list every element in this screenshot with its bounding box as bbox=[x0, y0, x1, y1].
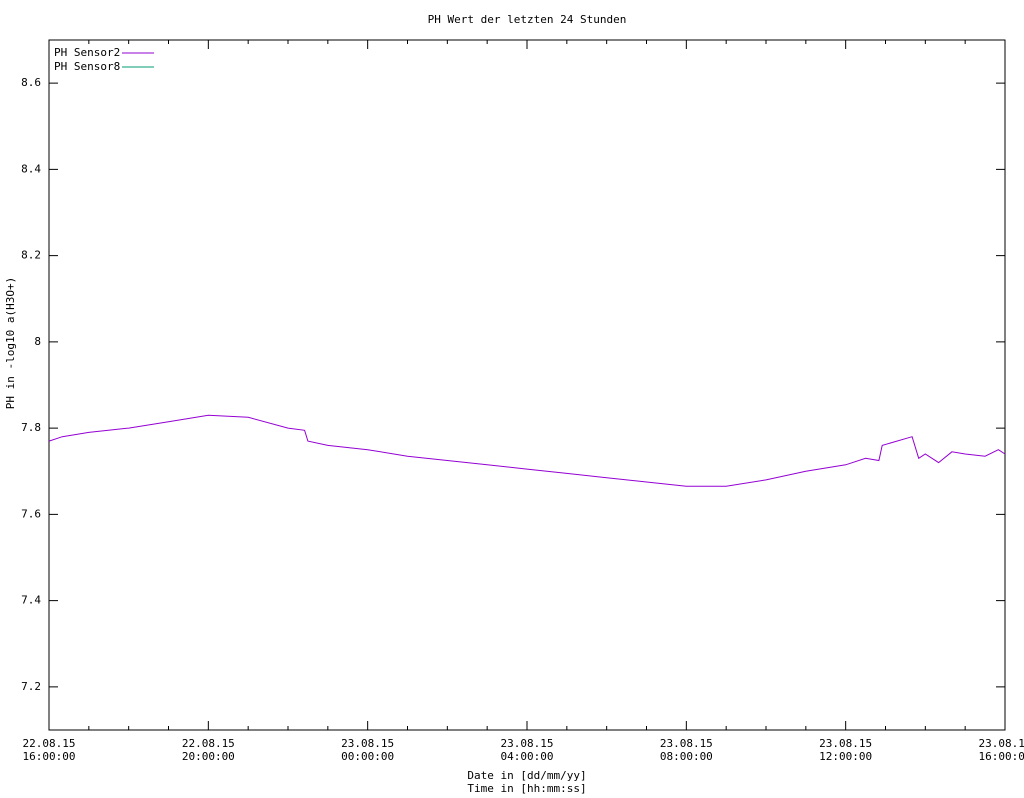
x-tick-label: 23.08.15 bbox=[979, 737, 1024, 750]
plot-frame bbox=[48, 39, 1006, 731]
y-tick-label: 8.6 bbox=[21, 76, 41, 89]
legend-label: PH Sensor8 bbox=[54, 60, 120, 73]
x-tick-label: 08:00:00 bbox=[660, 750, 713, 763]
x-tick-label: 22.08.15 bbox=[23, 737, 76, 750]
y-tick-label: 7.2 bbox=[21, 680, 41, 693]
x-tick-label: 23.08.15 bbox=[660, 737, 713, 750]
chart-title: PH Wert der letzten 24 Stunden bbox=[428, 13, 627, 26]
legend-label: PH Sensor2 bbox=[54, 46, 120, 59]
x-tick-label: 00:00:00 bbox=[341, 750, 394, 763]
y-tick-label: 7.6 bbox=[21, 507, 41, 520]
x-tick-label: 12:00:00 bbox=[819, 750, 872, 763]
data-line bbox=[48, 414, 1006, 487]
x-tick-label: 20:00:00 bbox=[182, 750, 235, 763]
y-tick-label: 7.8 bbox=[21, 421, 41, 434]
x-tick-label: 23.08.15 bbox=[501, 737, 554, 750]
x-tick-label: 16:00:00 bbox=[979, 750, 1024, 763]
y-tick-label: 7.4 bbox=[21, 594, 41, 607]
y-axis-label: PH in -log10 a(H3O+) bbox=[4, 277, 17, 409]
x-tick-label: 23.08.15 bbox=[341, 737, 394, 750]
y-tick-label: 8.4 bbox=[21, 162, 41, 175]
x-tick-label: 04:00:00 bbox=[501, 750, 554, 763]
x-axis-label: Time in [hh:mm:ss] bbox=[467, 782, 586, 795]
y-tick-label: 8 bbox=[34, 335, 41, 348]
x-tick-label: 22.08.15 bbox=[182, 737, 235, 750]
x-tick-label: 16:00:00 bbox=[23, 750, 76, 763]
y-tick-label: 8.2 bbox=[21, 249, 41, 262]
x-tick-label: 23.08.15 bbox=[819, 737, 872, 750]
x-axis-label: Date in [dd/mm/yy] bbox=[467, 769, 586, 782]
